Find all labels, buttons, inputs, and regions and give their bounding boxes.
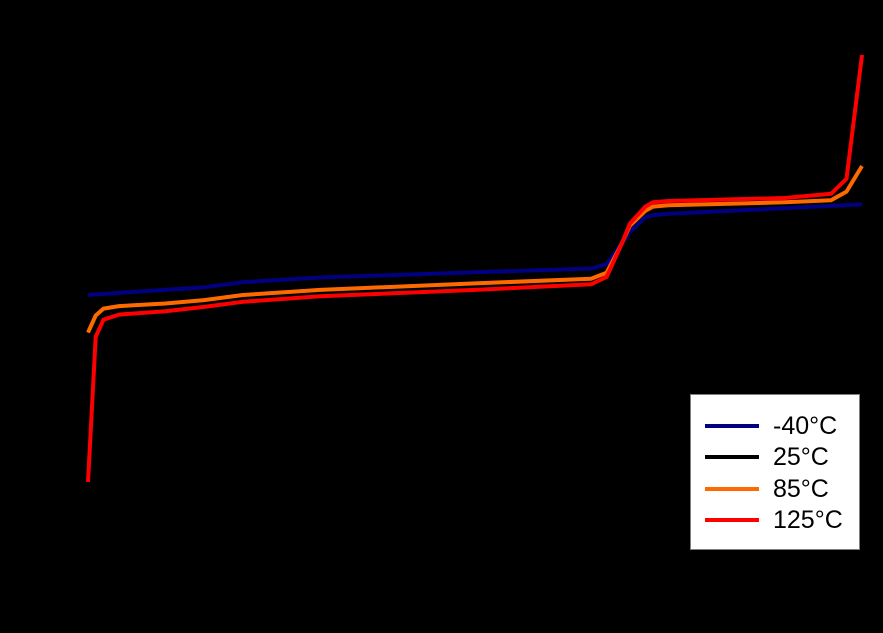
legend-swatch-icon [705, 487, 759, 491]
legend-label: 25°C [773, 442, 829, 471]
legend-label: 125°C [773, 505, 843, 534]
legend-item-25: 25°C [705, 442, 829, 472]
legend: -40°C 25°C 85°C 125°C [690, 394, 860, 550]
legend-item-minus40: -40°C [705, 411, 837, 441]
series-line-0 [87, 202, 863, 297]
legend-item-125: 125°C [705, 505, 843, 535]
series-line-2 [86, 164, 864, 334]
legend-label: -40°C [773, 411, 838, 440]
series-layer [86, 54, 864, 483]
legend-swatch-icon [705, 455, 759, 459]
legend-swatch-icon [705, 518, 759, 522]
series-line-3 [86, 54, 864, 483]
legend-label: 85°C [773, 474, 829, 503]
legend-item-85: 85°C [705, 474, 829, 504]
legend-swatch-icon [705, 424, 759, 428]
